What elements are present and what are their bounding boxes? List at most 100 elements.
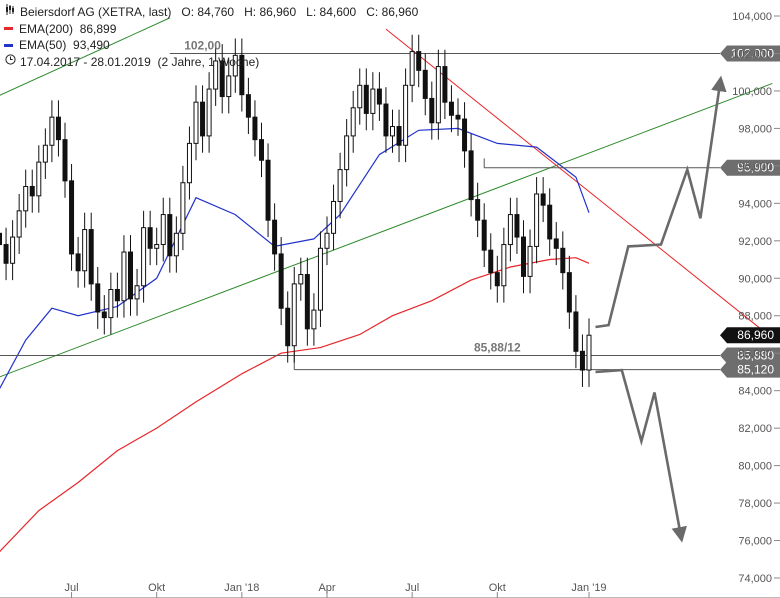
candle-down xyxy=(278,253,284,309)
low-value: 84,600 xyxy=(319,5,357,19)
candle-down xyxy=(553,238,559,249)
bearish-projection-arrow xyxy=(595,368,687,543)
price-annotation: 85,88/12 xyxy=(474,340,521,354)
candle-up xyxy=(409,51,415,86)
price-badge-label: 85,880 xyxy=(737,348,774,362)
candle-up xyxy=(108,289,114,319)
ema200-swatch xyxy=(4,27,13,31)
candle-down xyxy=(95,283,101,313)
candle-down xyxy=(272,219,278,255)
candle-up xyxy=(36,161,42,197)
candle-up xyxy=(226,75,232,98)
candle-up xyxy=(311,309,317,330)
candle-down xyxy=(494,272,500,287)
close-value: 86,960 xyxy=(381,5,419,19)
candle-up xyxy=(507,214,513,246)
candle-down xyxy=(416,51,422,71)
candle-down xyxy=(468,150,474,201)
candle-up xyxy=(298,274,304,285)
candle-up xyxy=(435,66,441,124)
candle-up xyxy=(213,60,219,90)
close-label: C: xyxy=(366,5,379,19)
candle-down xyxy=(147,227,153,249)
upper-channel-line xyxy=(0,17,171,96)
high-label: H: xyxy=(244,5,257,19)
y-tick-label: 100,000 xyxy=(732,86,772,98)
downtrend-line xyxy=(385,28,773,339)
candle-up xyxy=(82,229,88,272)
instrument-title: Beiersdorf AG (XETRA, last) xyxy=(20,5,172,19)
legend-title-row: Beiersdorf AG (XETRA, last) O: 84,760 H:… xyxy=(4,4,418,21)
candle-down xyxy=(29,185,35,197)
candle-up xyxy=(534,193,540,247)
y-tick-label: 80,000 xyxy=(738,461,772,473)
y-tick-label: 76,000 xyxy=(738,536,772,548)
x-tick-label: Jul xyxy=(65,582,79,594)
candle-down xyxy=(363,84,369,114)
candle-down xyxy=(128,251,133,300)
candle-down xyxy=(55,116,61,141)
candle-down xyxy=(573,311,579,352)
candle-up xyxy=(586,334,592,371)
candle-down xyxy=(265,159,271,221)
bullish-projection-arrow xyxy=(595,75,727,329)
x-tick-label: Okt xyxy=(148,582,165,594)
x-tick-label: Jan '18 xyxy=(224,582,259,594)
y-tick-label: 88,000 xyxy=(738,311,772,323)
candle-up xyxy=(10,236,16,264)
x-tick-label: Apr xyxy=(318,582,335,594)
price-badge-label: 102,000 xyxy=(731,46,775,60)
price-badge-label: 95,900 xyxy=(737,161,774,175)
date-range-detail: (2 Jahre, 1 Woche) xyxy=(157,54,260,69)
uptrend-line xyxy=(0,82,773,378)
candle-down xyxy=(3,244,9,264)
y-tick-label: 98,000 xyxy=(738,123,772,135)
candle-down xyxy=(69,180,75,255)
candle-down xyxy=(245,94,251,118)
candle-up xyxy=(154,244,160,249)
y-tick-label: 94,000 xyxy=(738,198,772,210)
candle-down xyxy=(0,232,2,246)
candle-up xyxy=(501,244,507,287)
candle-down xyxy=(75,253,81,272)
price-badge-label: 86,960 xyxy=(737,328,774,342)
candle-down xyxy=(62,139,68,182)
candle-down xyxy=(114,289,120,302)
candle-up xyxy=(344,135,350,171)
candle-up xyxy=(134,285,140,300)
open-label: O: xyxy=(181,5,195,19)
candle-up xyxy=(193,101,199,144)
candle-down xyxy=(475,199,481,221)
date-range: 17.04.2017 - 28.01.2019 xyxy=(20,54,151,69)
candle-down xyxy=(200,101,206,137)
legend-range-row: 17.04.2017 - 28.01.2019 (2 Jahre, 1 Woch… xyxy=(4,53,418,71)
candle-down xyxy=(455,114,461,120)
candle-down xyxy=(396,126,402,146)
candle-down xyxy=(429,97,435,124)
candle-up xyxy=(42,144,48,163)
candle-down xyxy=(481,219,487,251)
ema50-swatch xyxy=(4,43,13,47)
candle-down xyxy=(448,101,454,116)
candle-up xyxy=(527,245,533,277)
y-tick-label: 74,000 xyxy=(738,573,772,585)
candle-down xyxy=(383,103,389,137)
candle-up xyxy=(186,142,192,184)
ema50-line xyxy=(0,127,590,390)
candle-up xyxy=(180,182,186,234)
low-label: L: xyxy=(306,5,317,19)
price-badge xyxy=(720,45,780,62)
candle-down xyxy=(462,118,468,152)
candle-up xyxy=(390,126,395,137)
candle-up xyxy=(291,283,297,347)
candle-down xyxy=(259,139,264,161)
candle-down xyxy=(219,60,225,98)
candle-up xyxy=(403,84,409,146)
candle-down xyxy=(488,249,494,274)
price-badge-label: 85,120 xyxy=(737,363,774,377)
candle-up xyxy=(206,88,212,137)
candle-up xyxy=(121,251,127,302)
candle-up xyxy=(350,107,356,137)
